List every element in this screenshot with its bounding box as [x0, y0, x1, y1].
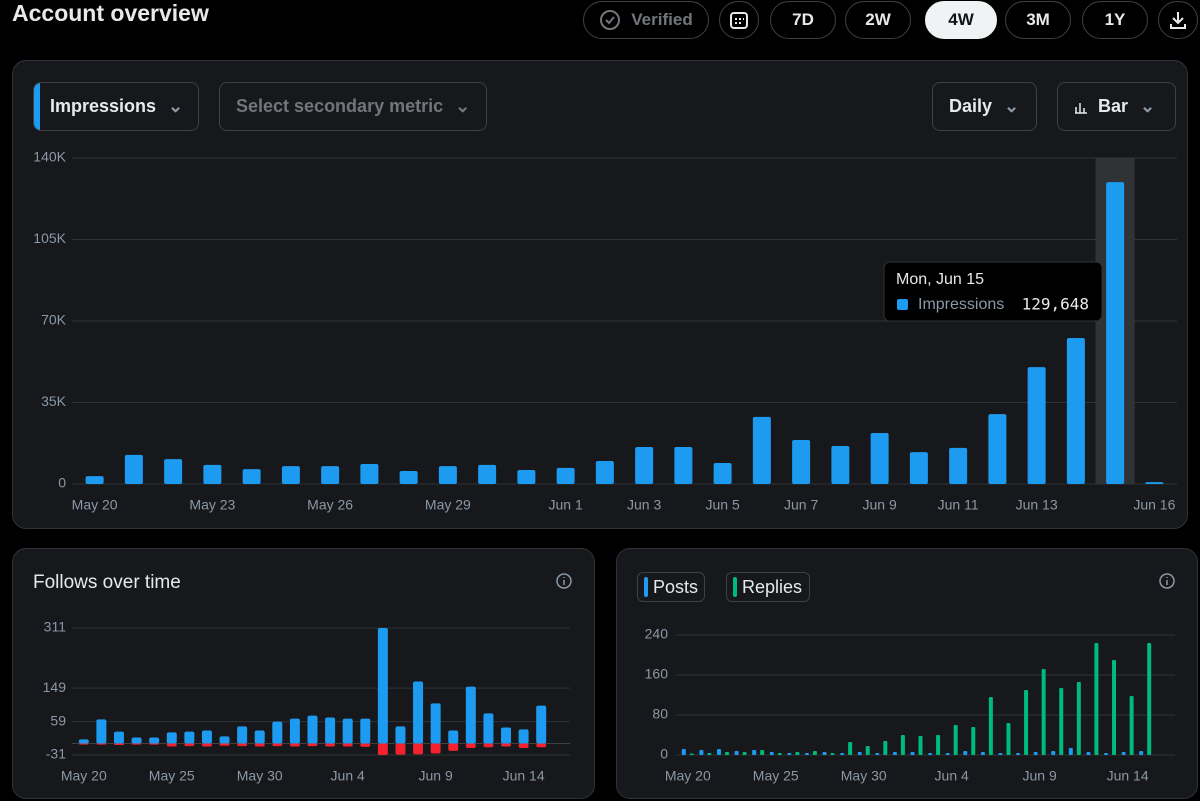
posts-panel [616, 548, 1198, 799]
chart-style-dropdown[interactable]: Bar ⌄ [1057, 82, 1176, 131]
info-icon[interactable] [1158, 572, 1176, 590]
secondary-metric-dropdown[interactable]: Select secondary metric ⌄ [219, 82, 487, 131]
secondary-metric-label: Select secondary metric [236, 96, 444, 116]
verified-icon [600, 10, 621, 30]
calendar-button[interactable] [719, 1, 759, 39]
primary-metric-label: Impressions [50, 96, 157, 116]
chevron: ⌄ [1004, 96, 1020, 116]
verified-button[interactable]: Verified [583, 1, 709, 39]
range-button[interactable]: 4W [925, 1, 997, 39]
download-icon [1170, 12, 1186, 29]
bar-icon [1075, 102, 1087, 114]
verified-label: Verified [631, 10, 693, 29]
primary-metric-dropdown[interactable]: Impressions ⌄ [33, 82, 199, 131]
legend-swatch [733, 577, 737, 597]
legend-swatch [644, 577, 648, 597]
interval-dropdown[interactable]: Daily ⌄ [932, 82, 1037, 131]
info-icon[interactable] [555, 572, 573, 590]
chevron: ⌄ [168, 96, 184, 116]
legend-item[interactable]: Replies [726, 572, 810, 602]
download-button[interactable] [1158, 1, 1198, 39]
legend-label: Replies [742, 576, 803, 597]
follows-panel [12, 548, 595, 799]
legend-label: Posts [653, 576, 699, 597]
chart-style-label: Bar [1098, 96, 1129, 116]
legend-item[interactable]: Posts [637, 572, 705, 602]
range-button[interactable]: 2W [845, 1, 911, 39]
calendar-icon [730, 12, 748, 29]
chevron: ⌄ [1140, 96, 1156, 116]
follows-title: Follows over time [33, 572, 181, 593]
page-title: Account overview [12, 0, 209, 26]
range-button[interactable]: 7D [770, 1, 836, 39]
interval-label: Daily [949, 96, 993, 116]
range-button[interactable]: 1Y [1082, 1, 1148, 39]
chevron: ⌄ [455, 96, 471, 116]
range-button[interactable]: 3M [1005, 1, 1071, 39]
